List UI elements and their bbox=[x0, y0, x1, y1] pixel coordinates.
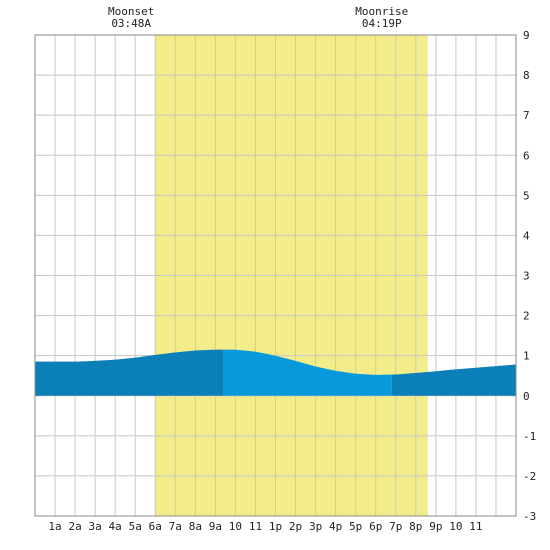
x-tick-label: 11 bbox=[469, 520, 482, 533]
x-tick-label: 4p bbox=[329, 520, 342, 533]
y-tick-label: 0 bbox=[523, 390, 530, 403]
x-tick-label: 3p bbox=[309, 520, 322, 533]
y-tick-label: -1 bbox=[523, 430, 536, 443]
moonrise-label: Moonrise bbox=[355, 5, 408, 18]
x-tick-label: 2p bbox=[289, 520, 302, 533]
x-tick-label: 10 bbox=[449, 520, 462, 533]
x-tick-label: 1a bbox=[48, 520, 61, 533]
y-tick-label: 2 bbox=[523, 310, 530, 323]
x-tick-label: 6p bbox=[369, 520, 382, 533]
plot-frame bbox=[34, 34, 517, 517]
y-tick-label: -3 bbox=[523, 510, 536, 523]
moonset-label: Moonset bbox=[108, 5, 154, 18]
x-tick-label: 9p bbox=[429, 520, 442, 533]
x-tick-label: 11 bbox=[249, 520, 262, 533]
y-tick-label: 8 bbox=[523, 69, 530, 82]
x-tick-label: 2a bbox=[68, 520, 81, 533]
x-tick-label: 6a bbox=[149, 520, 162, 533]
x-tick-label: 10 bbox=[229, 520, 242, 533]
x-tick-label: 7p bbox=[389, 520, 402, 533]
tide-area-band-3 bbox=[391, 364, 516, 396]
x-tick-label: 5p bbox=[349, 520, 362, 533]
y-tick-label: 9 bbox=[523, 29, 530, 42]
moonrise-time: 04:19P bbox=[362, 17, 402, 30]
x-tick-label: 8p bbox=[409, 520, 422, 533]
y-tick-label: 3 bbox=[523, 270, 530, 283]
moonset-time: 03:48A bbox=[111, 17, 151, 30]
y-tick-label: 1 bbox=[523, 350, 530, 363]
x-tick-label: 7a bbox=[169, 520, 182, 533]
y-tick-label: -2 bbox=[523, 470, 536, 483]
x-tick-label: 1p bbox=[269, 520, 282, 533]
y-tick-label: 5 bbox=[523, 189, 530, 202]
y-tick-label: 7 bbox=[523, 109, 530, 122]
x-tick-label: 9a bbox=[209, 520, 222, 533]
y-tick-label: 4 bbox=[523, 229, 530, 242]
tide-area-band-2 bbox=[223, 349, 392, 396]
x-tick-label: 3a bbox=[89, 520, 102, 533]
x-tick-label: 8a bbox=[189, 520, 202, 533]
y-tick-label: 6 bbox=[523, 149, 530, 162]
x-tick-label: 4a bbox=[109, 520, 122, 533]
tide-area-band-1 bbox=[35, 349, 224, 396]
x-tick-label: 5a bbox=[129, 520, 142, 533]
